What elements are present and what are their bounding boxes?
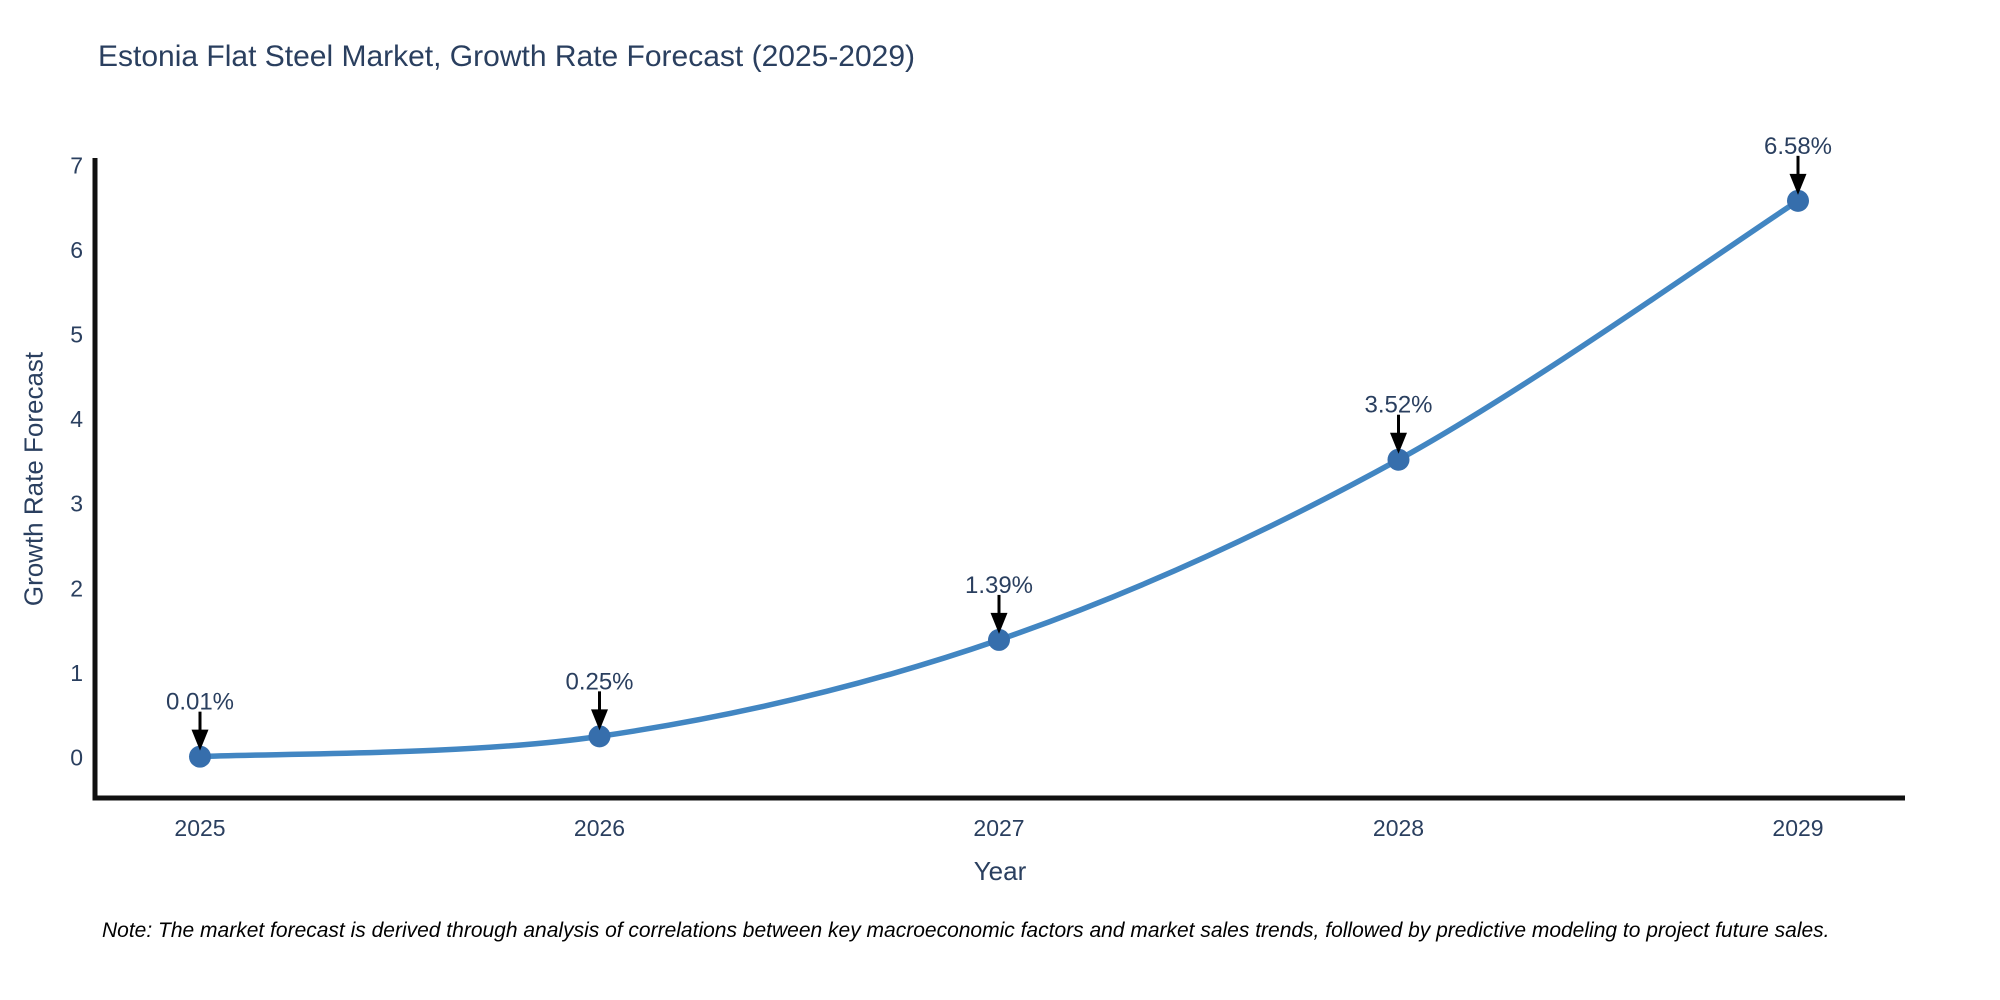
x-tick-label: 2025 xyxy=(174,815,225,841)
tick-labels: 0 1 2 3 4 5 6 7 2025 2026 2027 2028 2029 xyxy=(70,152,1823,841)
point-value-label: 0.25% xyxy=(565,668,633,695)
y-tick-label: 7 xyxy=(70,152,83,178)
annotation-arrowhead xyxy=(591,709,608,731)
x-axis-title: Year xyxy=(973,856,1027,886)
axis-lines xyxy=(92,158,1905,801)
x-tick-label: 2029 xyxy=(1772,815,1823,841)
data-point-marker xyxy=(189,745,211,768)
point-value-label: 3.52% xyxy=(1364,392,1432,419)
x-tick-label: 2028 xyxy=(1373,815,1424,841)
annotation-arrowhead xyxy=(1789,173,1807,195)
y-tick-label: 2 xyxy=(70,575,83,601)
y-tick-label: 5 xyxy=(70,322,83,348)
data-point-marker xyxy=(588,725,611,748)
x-tick-label: 2026 xyxy=(574,815,625,841)
y-tick-label: 4 xyxy=(70,406,83,432)
point-value-label: 1.39% xyxy=(965,572,1033,599)
x-tick-label: 2027 xyxy=(973,815,1024,841)
point-value-label: 6.58% xyxy=(1764,133,1832,160)
annotation-arrowhead xyxy=(990,612,1008,634)
y-tick-label: 6 xyxy=(70,237,83,263)
axes xyxy=(92,158,1905,801)
growth-rate-series xyxy=(189,189,1809,768)
point-value-label: 0.01% xyxy=(166,689,234,716)
y-tick-label: 3 xyxy=(70,491,83,517)
point-annotations: 0.01% 0.25% 1.39% 3.52% 6.58% xyxy=(166,133,1832,751)
data-point-marker xyxy=(1387,448,1410,471)
footnote: Note: The market forecast is derived thr… xyxy=(102,919,1830,942)
y-tick-label: 0 xyxy=(70,745,83,771)
chart-title: Estonia Flat Steel Market, Growth Rate F… xyxy=(98,40,916,73)
annotation-arrowhead xyxy=(191,729,209,751)
annotation-arrowhead xyxy=(1390,432,1407,454)
y-tick-label: 1 xyxy=(70,660,83,686)
data-point-marker xyxy=(1787,189,1809,212)
forecast-line xyxy=(197,198,1801,760)
data-point-marker xyxy=(988,628,1010,651)
